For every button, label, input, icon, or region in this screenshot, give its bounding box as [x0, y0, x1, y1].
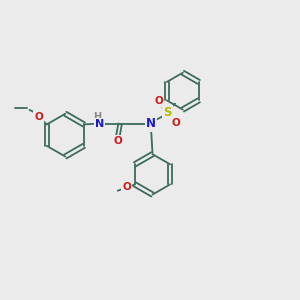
Text: O: O	[34, 112, 43, 122]
Text: O: O	[154, 96, 163, 106]
Text: O: O	[171, 118, 180, 128]
Text: N: N	[146, 117, 156, 130]
Text: H: H	[93, 112, 101, 122]
Text: O: O	[122, 182, 131, 192]
Text: S: S	[163, 106, 172, 119]
Text: N: N	[95, 119, 104, 129]
Text: O: O	[113, 136, 122, 146]
